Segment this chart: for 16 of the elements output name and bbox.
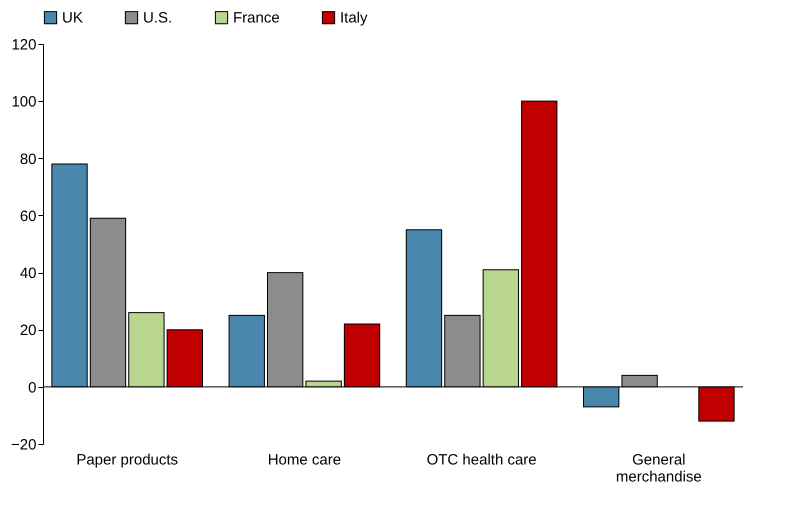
y-tick-label: 40 xyxy=(20,265,36,282)
y-tick-label: 100 xyxy=(11,94,36,111)
x-tick-label: Paper products xyxy=(76,452,178,468)
y-tick-label: 120 xyxy=(11,36,36,54)
legend-label: U.S. xyxy=(143,10,172,27)
y-tick-label: 60 xyxy=(20,208,36,225)
x-tick-label: OTC health care xyxy=(426,452,537,468)
y-tick-label: 20 xyxy=(20,322,36,340)
legend-label: France xyxy=(233,10,280,27)
legend-label: UK xyxy=(62,10,83,27)
y-tick-label: −20 xyxy=(11,436,36,454)
legend-label: Italy xyxy=(340,10,368,27)
x-tick-label: Home care xyxy=(268,452,342,468)
y-tick-label: 80 xyxy=(20,150,36,168)
y-tick-label: 0 xyxy=(28,379,36,396)
x-tick-label: General merchandise xyxy=(616,452,702,486)
